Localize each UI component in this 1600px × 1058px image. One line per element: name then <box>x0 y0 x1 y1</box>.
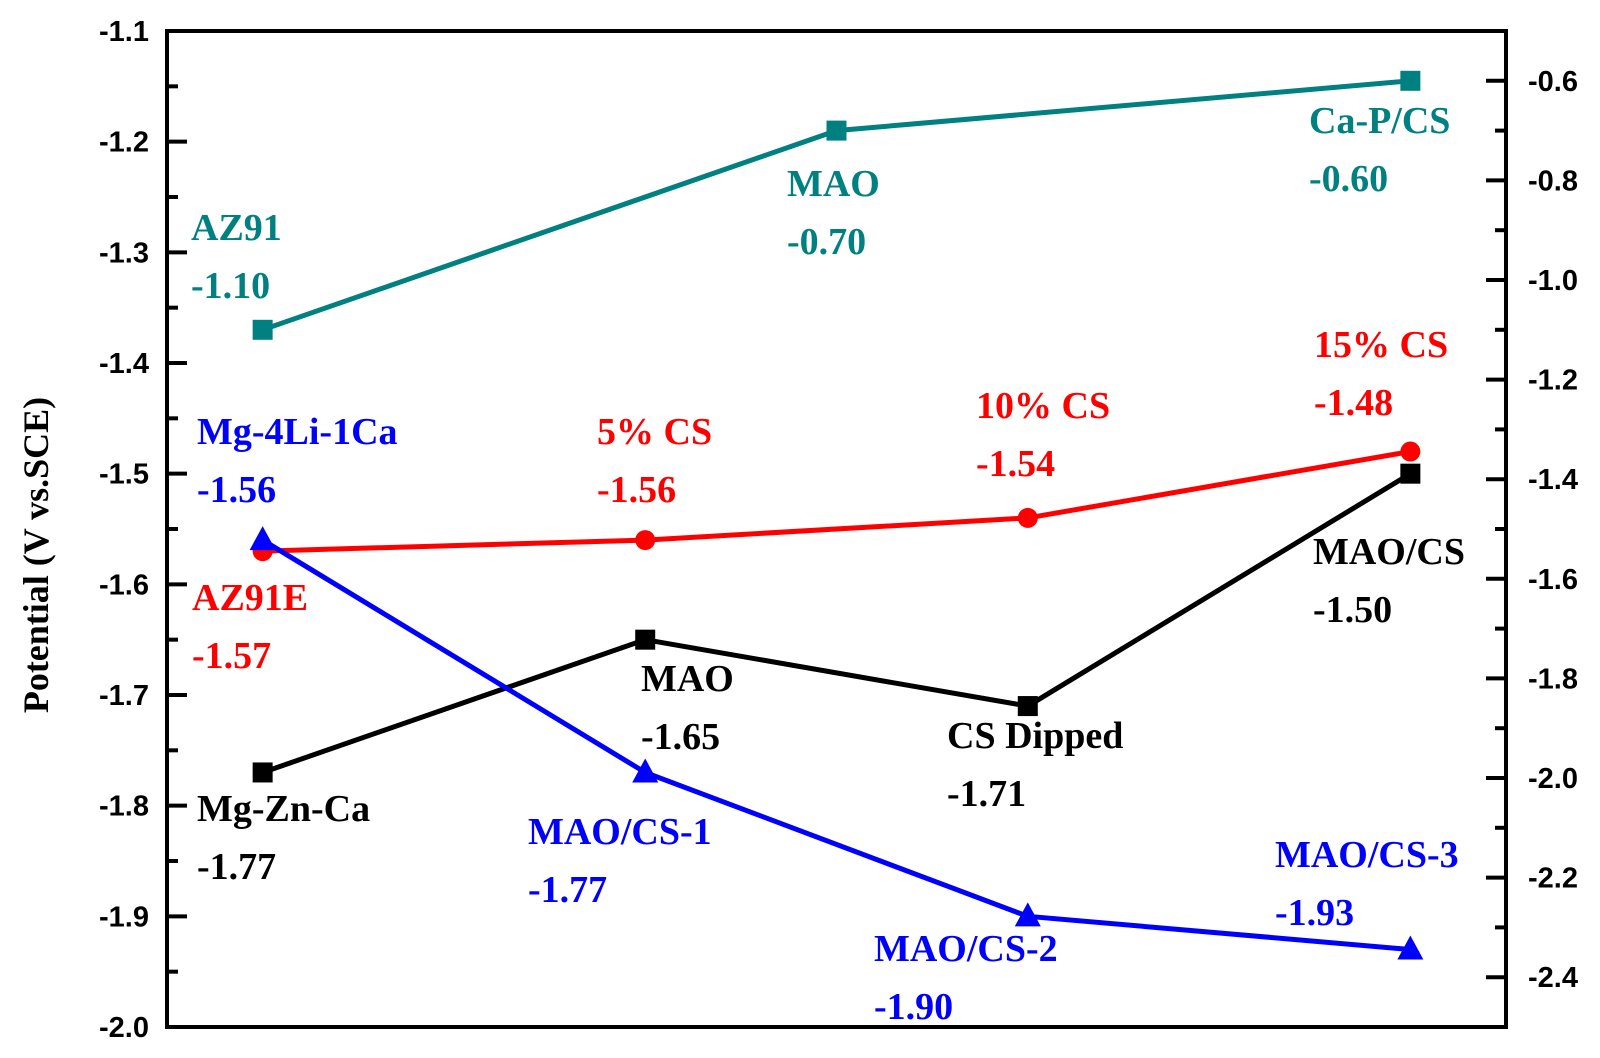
point-name-label: Ca-P/CS <box>1309 100 1450 142</box>
y2-tick-label: -2.0 <box>1528 763 1578 795</box>
y2-tick-label: -2.4 <box>1528 962 1578 994</box>
y-axis-label: Potential (V vs.SCE) <box>16 397 56 713</box>
y-tick-label: -1.8 <box>99 791 149 823</box>
point-name-label: MAO <box>787 163 880 205</box>
series-line-2 <box>261 471 1412 775</box>
point-value-label: -1.54 <box>976 443 1055 485</box>
data-point-square <box>1400 70 1421 91</box>
point-value-label: -1.48 <box>1314 382 1393 424</box>
y2-tick-label: -1.8 <box>1528 663 1578 695</box>
y2-tick-label: -1.4 <box>1528 464 1578 496</box>
data-point-triangle <box>1397 935 1424 960</box>
y2-tick-label: -1.6 <box>1528 564 1578 596</box>
point-name-label: MAO/CS-3 <box>1275 834 1459 876</box>
point-value-label: -0.70 <box>787 221 866 263</box>
data-point-square <box>252 762 273 783</box>
point-value-label: -1.56 <box>197 469 276 511</box>
y2-tick-label: -1.0 <box>1528 265 1578 297</box>
point-name-label: MAO <box>641 658 734 700</box>
point-name-label: 15% CS <box>1314 324 1448 366</box>
point-value-label: -1.65 <box>641 716 720 758</box>
data-point-square <box>635 629 656 650</box>
data-point-circle <box>635 530 656 551</box>
point-name-label: AZ91E <box>192 577 308 619</box>
data-point-triangle <box>249 526 276 551</box>
point-name-label: MAO/CS-1 <box>528 811 712 853</box>
y2-tick-label: -0.8 <box>1528 165 1578 197</box>
y-tick-label: -1.1 <box>99 16 149 48</box>
series-line-0 <box>261 78 1411 333</box>
y2-tick-label: -0.6 <box>1528 66 1578 98</box>
y2-tick-label: -1.2 <box>1528 365 1578 397</box>
data-point-circle <box>1017 507 1038 528</box>
point-name-label: CS Dipped <box>947 715 1123 757</box>
y-tick-label: -1.4 <box>99 348 149 380</box>
y-tick-label: -1.2 <box>99 127 149 159</box>
y-tick-label: -1.5 <box>99 459 149 491</box>
data-point-circle <box>1400 441 1421 462</box>
point-value-label: -1.57 <box>192 635 271 677</box>
y-tick-label: -1.9 <box>99 901 149 933</box>
point-name-label: Mg-4Li-1Ca <box>197 411 398 453</box>
y-tick-label: -2.0 <box>99 1012 149 1044</box>
y-tick-label: -1.3 <box>99 237 149 269</box>
data-point-square <box>252 319 273 340</box>
point-name-label: Mg-Zn-Ca <box>197 788 370 830</box>
annotations: AZ91 -1.10 MAO -0.70 Ca-P/CS -0.60 AZ91E -1.57 5… <box>191 100 1465 1028</box>
point-value-label: -1.71 <box>947 773 1026 815</box>
point-value-label: -1.10 <box>191 265 270 307</box>
data-point-square <box>1400 463 1421 484</box>
point-name-label: AZ91 <box>191 207 282 249</box>
point-value-label: -0.60 <box>1309 158 1388 200</box>
point-name-label: MAO/CS <box>1313 531 1465 573</box>
series-layer <box>249 70 1424 960</box>
series-line-3 <box>261 537 1411 953</box>
axes: -1.1 -1.2 -1.3 -1.4 -1.5 -1.6 -1.7 -1.8 -1.9 -2.0… <box>99 16 1578 1044</box>
point-value-label: -1.56 <box>597 469 676 511</box>
point-value-label: -1.50 <box>1313 589 1392 631</box>
point-value-label: -1.93 <box>1275 892 1354 934</box>
point-name-label: 10% CS <box>976 385 1110 427</box>
point-value-label: -1.77 <box>197 846 276 888</box>
data-point-triangle <box>1014 902 1041 927</box>
series-line-1 <box>262 449 1411 554</box>
data-point-square <box>826 120 847 141</box>
y2-tick-label: -2.2 <box>1528 863 1578 895</box>
point-name-label: MAO/CS-2 <box>874 928 1058 970</box>
data-point-square <box>1017 696 1038 717</box>
data-point-triangle <box>632 758 659 783</box>
point-value-label: -1.90 <box>874 986 953 1028</box>
y-tick-label: -1.6 <box>99 569 149 601</box>
point-value-label: -1.77 <box>528 869 607 911</box>
point-name-label: 5% CS <box>597 411 712 453</box>
y-tick-label: -1.7 <box>99 680 149 712</box>
